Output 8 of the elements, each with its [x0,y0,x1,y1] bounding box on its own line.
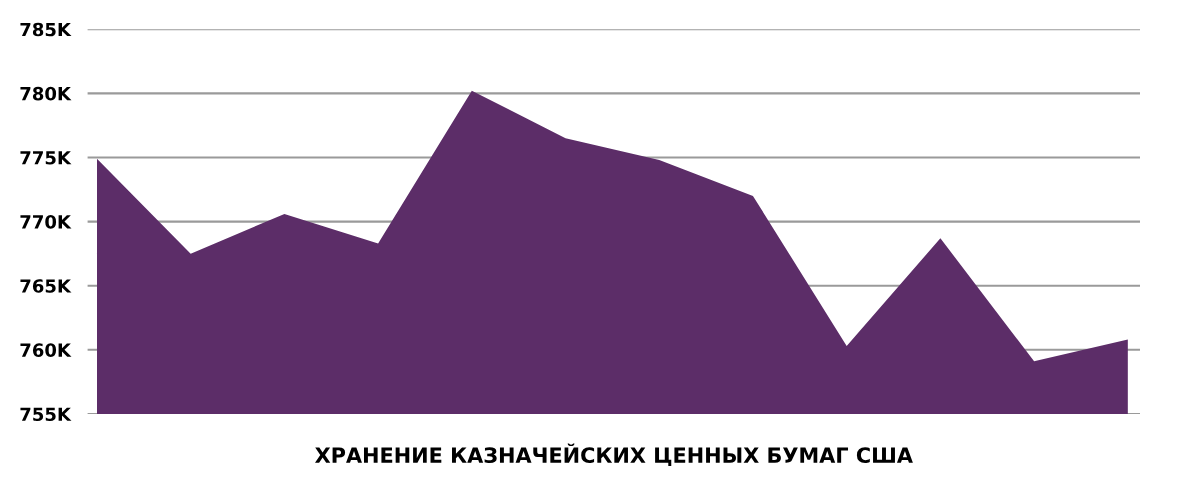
y-tick-label: 780K [20,86,72,101]
y-tick-label: 765K [20,279,72,293]
x-axis-title: ХРАНЕНИЕ КАЗНАЧЕЙСКИХ ЦЕННЫХ БУМАГ США [315,443,913,466]
y-tick-label: 775K [20,151,72,165]
y-tick-label: 785K [20,22,72,37]
y-tick-label: 755K [20,407,72,422]
y-tick-label: 770K [20,215,72,229]
y-tick-label: 760K [20,343,72,357]
